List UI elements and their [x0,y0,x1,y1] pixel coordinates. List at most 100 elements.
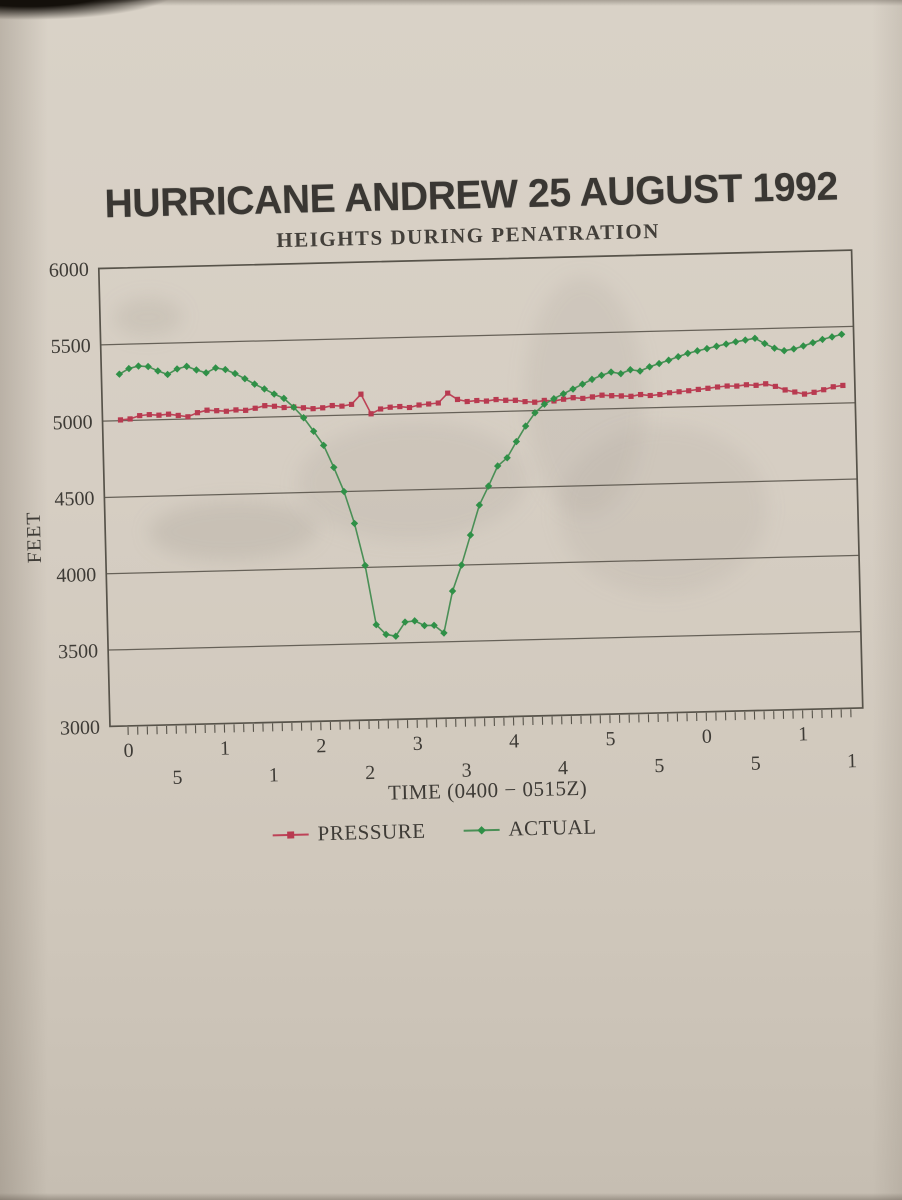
pressure-marker [811,389,817,395]
legend-label-actual: ACTUAL [508,814,597,841]
actual-marker [655,359,663,368]
pressure-marker [445,390,451,396]
actual-marker [401,618,409,626]
pressure-marker [763,381,769,387]
actual-marker [684,349,692,358]
actual-marker [597,371,606,380]
pressure-marker [724,383,730,389]
actual-marker [531,409,539,417]
actual-marker [780,347,788,355]
actual-marker [722,340,730,348]
pressure-marker [406,404,413,411]
actual-marker [503,454,511,462]
actual-marker [290,403,298,411]
pressure-marker [252,405,258,411]
x-tick-label: 3 [412,733,423,755]
actual-marker [144,362,152,371]
actual-marker [411,617,419,625]
actual-marker [319,441,328,450]
pressure-marker [647,392,653,399]
actual-marker [211,364,220,372]
y-tick-label: 5000 [52,411,93,434]
actual-marker [221,365,230,374]
pressure-marker [454,396,461,403]
gridline [108,631,861,651]
actual-marker [484,482,493,490]
actual-marker [202,369,210,377]
actual-marker [115,370,124,378]
actual-marker [837,330,846,339]
pressure-marker [782,387,788,393]
actual-marker [645,363,654,371]
actual-marker [182,362,191,371]
pressure-marker [426,401,432,407]
pressure-marker [541,397,547,404]
actual-marker [617,369,625,378]
actual-marker [350,519,359,528]
pressure-marker [377,406,384,412]
pressure-marker [127,416,133,422]
x-tick-label: 1 [798,723,809,745]
pressure-marker [358,391,364,397]
actual-marker [607,368,615,376]
x-tick-label: 2 [365,762,376,784]
plot-frame [97,249,864,728]
pressure-marker [705,385,711,391]
y-tick-label: 4500 [54,488,95,511]
actual-marker [280,394,288,403]
y-tick-label: 4000 [56,564,97,587]
pressure-marker [435,400,441,406]
pressure-marker [416,402,422,408]
pressure-marker [628,393,634,399]
pressure-marker [637,391,644,398]
legend-item-pressure: PRESSURE [272,819,426,848]
pressure-marker [242,407,249,413]
actual-marker [231,369,239,378]
actual-marker [664,356,673,364]
actual-marker [521,422,530,430]
x-tick-label: 5 [172,767,183,789]
actual-marker [309,427,318,435]
pressure-marker [165,411,172,417]
pressure-line [120,383,843,421]
actual-marker [430,621,438,629]
pressure-marker [503,397,509,403]
actual-marker [163,370,172,379]
x-tick-label: 5 [750,752,761,774]
x-tick-label: 0 [702,726,713,748]
x-tick-label: 3 [461,760,472,782]
actual-marker [448,587,457,595]
y-tick-label: 3500 [58,640,99,663]
pressure-marker [320,405,326,411]
legend-item-actual: ACTUAL [463,815,597,843]
pressure-marker [300,405,307,411]
x-tick-label: 5 [654,755,665,777]
pressure-square-marker-icon [287,830,295,839]
actual-marker [790,345,798,353]
pressure-marker [714,384,721,390]
pressure-marker [676,389,682,395]
pressure-line-swatch [272,830,309,839]
pressure-marker [262,403,268,409]
x-tick-label: 5 [605,728,616,750]
actual-marker [732,338,740,346]
gridline [100,325,854,346]
actual-marker [674,352,682,361]
pressure-marker [397,403,403,410]
pressure-marker [821,387,827,393]
actual-marker [154,367,162,375]
pressure-marker [271,403,278,409]
actual-marker [540,400,549,408]
pressure-marker [686,388,692,394]
pressure-marker [657,391,663,398]
pressure-marker [830,384,836,390]
actual-marker [512,437,521,446]
actual-marker [761,339,769,348]
actual-marker [134,362,143,370]
pressure-marker [156,412,162,418]
actual-marker [475,501,484,509]
actual-marker [440,629,448,637]
